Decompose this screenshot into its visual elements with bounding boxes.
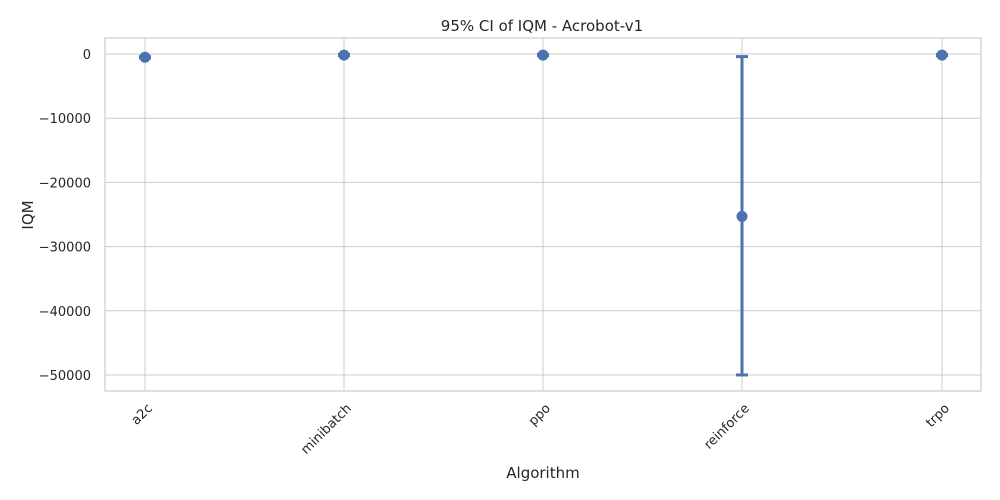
data-marks — [139, 49, 948, 377]
plot-frame — [104, 37, 982, 392]
y-axis-ticks: 0 −10000 −20000 −30000 −40000 −50000 — [39, 48, 91, 384]
y-tick-label: −10000 — [39, 112, 91, 127]
y-tick-label: 0 — [83, 48, 91, 63]
x-tick-label: a2c — [129, 401, 156, 428]
iqm-point — [736, 210, 748, 222]
x-tick-label: ppo — [526, 401, 554, 429]
x-axis-ticks: a2c minibatch ppo reinforce trpo — [129, 401, 953, 457]
x-tick-label: trpo — [923, 401, 952, 430]
x-tick-label: reinforce — [701, 401, 752, 452]
y-axis-label: IQM — [19, 200, 37, 229]
ci-mark-reinforce — [736, 55, 748, 377]
grid-layer — [105, 38, 981, 391]
y-tick-label: −30000 — [39, 241, 91, 256]
iqm-point — [537, 49, 549, 61]
iqm-point — [139, 51, 151, 63]
y-tick-label: −40000 — [39, 305, 91, 320]
ci-mark-trpo — [936, 49, 948, 61]
iqm-point — [936, 49, 948, 61]
ci-mark-ppo — [537, 49, 549, 61]
x-axis-label: Algorithm — [506, 464, 579, 482]
x-tick-label: minibatch — [298, 401, 354, 457]
chart-title: 95% CI of IQM - Acrobot-v1 — [441, 17, 643, 35]
y-tick-label: −50000 — [39, 369, 91, 384]
iqm-point — [338, 49, 350, 61]
ci-mark-minibatch — [338, 49, 350, 61]
ci-mark-a2c — [139, 51, 151, 63]
y-tick-label: −20000 — [39, 176, 91, 191]
